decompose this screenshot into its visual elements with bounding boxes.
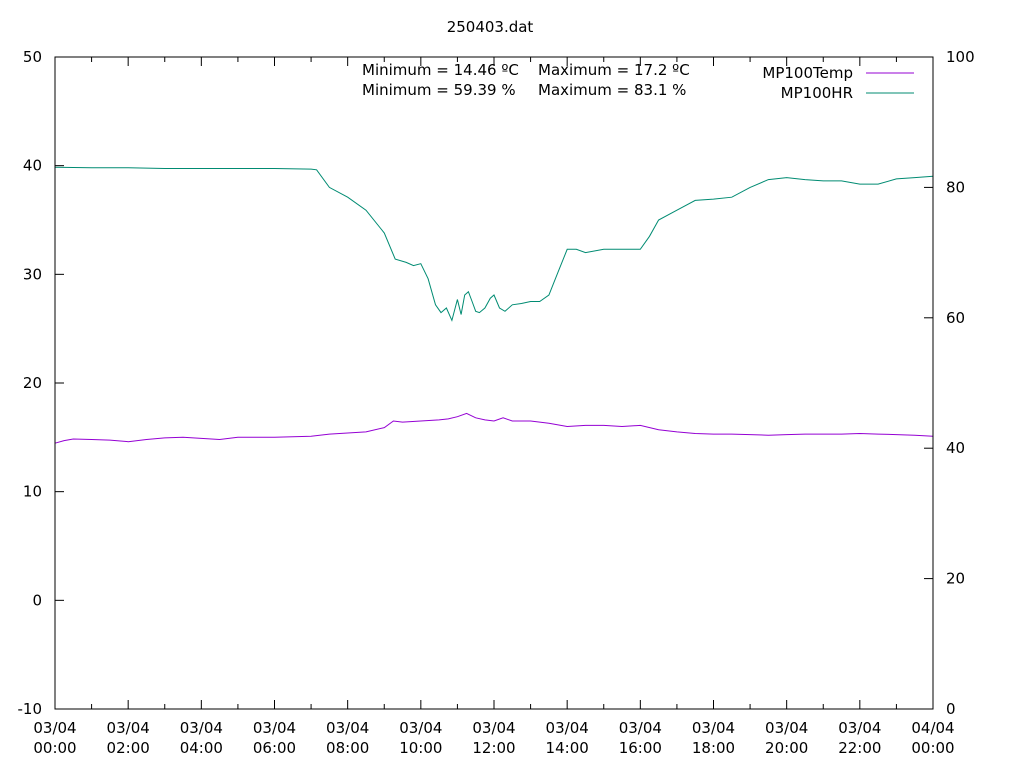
y2-tick-label: 100 <box>946 48 975 66</box>
min-max-annotations: Minimum = 14.46 ºC Maximum = 17.2 ºC Min… <box>362 61 690 99</box>
chart-title: 250403.dat <box>447 18 534 36</box>
x-tick-time: 12:00 <box>472 739 515 757</box>
x-tick-date: 03/04 <box>399 719 442 737</box>
x-tick-date: 03/04 <box>692 719 735 737</box>
x-tick-date: 03/04 <box>253 719 296 737</box>
temp-min-annotation: Minimum = 14.46 ºC <box>362 61 519 79</box>
x-tick-date: 03/04 <box>765 719 808 737</box>
x-tick-date: 03/04 <box>326 719 369 737</box>
x-tick-date: 03/04 <box>619 719 662 737</box>
y2-tick-label: 20 <box>946 570 965 588</box>
x-tick-time: 00:00 <box>33 739 76 757</box>
x-tick-date: 03/04 <box>33 719 76 737</box>
x-axis: 03/04 00:00 03/04 02:00 03/04 04:00 03/04 06:00… <box>33 57 955 757</box>
y-tick-label: 30 <box>23 265 42 283</box>
y-tick-label: 20 <box>23 374 42 392</box>
hr-max-annotation: Maximum = 83.1 % <box>538 81 686 99</box>
y-tick-label: 50 <box>23 48 42 66</box>
y-tick-label: -10 <box>18 700 43 718</box>
legend-label-hr: MP100HR <box>781 84 853 102</box>
x-tick-date: 03/04 <box>546 719 589 737</box>
plot-frame <box>54 56 934 710</box>
x-tick-time: 10:00 <box>399 739 442 757</box>
y2-tick-label: 0 <box>946 700 956 718</box>
y-tick-label: 10 <box>23 483 42 501</box>
x-tick-time: 06:00 <box>253 739 296 757</box>
x-tick-date: 03/04 <box>107 719 150 737</box>
y2-tick-label: 40 <box>946 439 965 457</box>
x-tick-time: 22:00 <box>838 739 881 757</box>
x-tick-date: 03/04 <box>472 719 515 737</box>
x-tick-time: 20:00 <box>765 739 808 757</box>
series-line-mp100hr <box>54 166 934 322</box>
x-tick-date: 04/04 <box>911 719 954 737</box>
y-tick-label: 0 <box>32 591 42 609</box>
legend: MP100Temp MP100HR <box>762 64 914 102</box>
x-tick-time: 02:00 <box>107 739 150 757</box>
y2-tick-label: 60 <box>946 309 965 327</box>
temp-max-annotation: Maximum = 17.2 ºC <box>538 61 690 79</box>
x-tick-date: 03/04 <box>838 719 881 737</box>
y-axis-right: 0 20 40 60 80 100 <box>924 48 975 718</box>
legend-label-temp: MP100Temp <box>762 64 853 82</box>
series-lines <box>54 166 934 444</box>
y2-tick-label: 80 <box>946 178 965 196</box>
y-axis-left: -10 0 10 20 30 40 50 <box>18 48 64 718</box>
x-tick-time: 08:00 <box>326 739 369 757</box>
x-tick-time: 18:00 <box>692 739 735 757</box>
x-tick-time: 14:00 <box>546 739 589 757</box>
hr-min-annotation: Minimum = 59.39 % <box>362 81 516 99</box>
x-tick-time: 04:00 <box>180 739 223 757</box>
series-line-mp100temp <box>54 412 934 444</box>
x-tick-time: 16:00 <box>619 739 662 757</box>
x-tick-time: 00:00 <box>911 739 954 757</box>
y-tick-label: 40 <box>23 157 42 175</box>
x-tick-date: 03/04 <box>180 719 223 737</box>
